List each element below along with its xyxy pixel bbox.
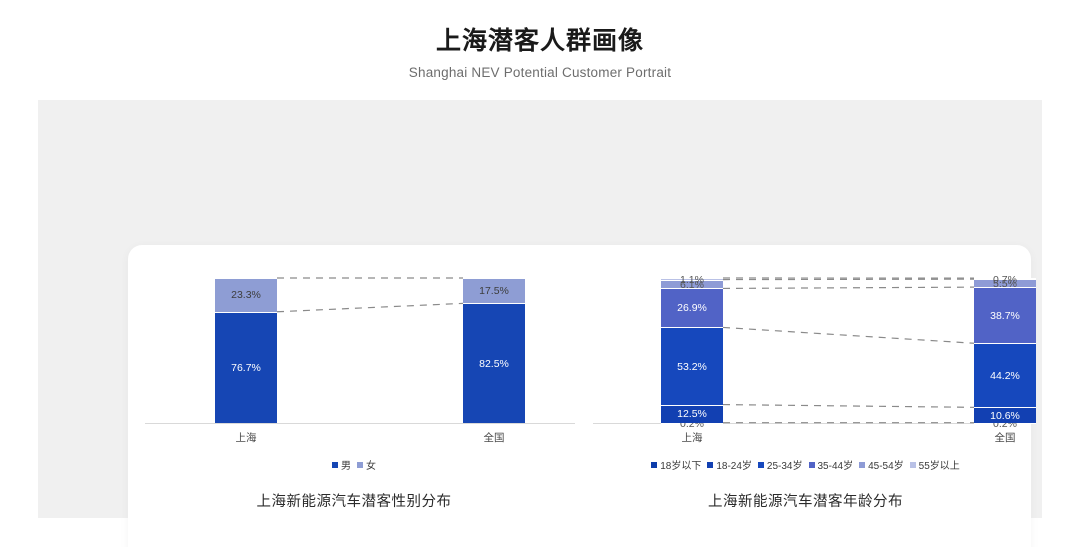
legend-swatch-icon bbox=[707, 462, 714, 468]
connector-lines bbox=[722, 277, 975, 424]
stacked-bar[interactable]: 0.2% 10.6% 44.2% 38.7% 5.5% 0.7% bbox=[974, 274, 1036, 430]
segment-value-label: 23.3% bbox=[231, 289, 261, 302]
legend-label: 25-34岁 bbox=[766, 461, 803, 472]
bar-segment[interactable]: 82.5% bbox=[463, 303, 525, 423]
legend-swatch-icon bbox=[909, 462, 916, 468]
legend-item[interactable]: 女 bbox=[357, 457, 376, 472]
legend-label: 35-44岁 bbox=[817, 461, 854, 472]
gender-plot-area: 76.7% 23.3% 上海 82.5% 17.5% 全国 bbox=[128, 245, 580, 445]
legend-swatch-icon bbox=[651, 462, 658, 468]
chart-gender-distribution: 76.7% 23.3% 上海 82.5% 17.5% 全国 男女 上海新能源汽车潜客性别分… bbox=[128, 245, 580, 547]
bar-segment[interactable]: 0.7% bbox=[974, 274, 1036, 286]
segment-value-label: 12.5% bbox=[677, 408, 707, 421]
outer-panel: 76.7% 23.3% 上海 82.5% 17.5% 全国 男女 上海新能源汽车潜客性别分… bbox=[38, 100, 1042, 547]
gender-legend: 男女 bbox=[128, 457, 580, 472]
category-label: 上海 bbox=[235, 432, 257, 444]
legend-item[interactable]: 55岁以上 bbox=[909, 457, 960, 472]
bar-segment[interactable]: 26.9% bbox=[661, 288, 723, 328]
legend-swatch-icon bbox=[357, 462, 363, 468]
chart-card: 76.7% 23.3% 上海 82.5% 17.5% 全国 男女 上海新能源汽车潜客性别分… bbox=[128, 245, 1036, 547]
category-label: 全国 bbox=[994, 432, 1016, 444]
segment-value-label: 17.5% bbox=[479, 285, 509, 298]
category-label: 全国 bbox=[483, 432, 505, 444]
segment-value-label: 44.2% bbox=[990, 369, 1020, 382]
bar-segment[interactable]: 44.2% bbox=[974, 343, 1036, 408]
chart-age-distribution: 0.2% 12.5% 53.2% 26.9% 6.1% 1.1% 上海 0.2% 10.6% 44… bbox=[580, 245, 1036, 547]
legend-label: 女 bbox=[366, 461, 376, 472]
segment-value-label: 82.5% bbox=[479, 357, 509, 370]
legend-item[interactable]: 45-54岁 bbox=[859, 457, 904, 472]
legend-item[interactable]: 男 bbox=[332, 457, 351, 472]
segment-value-label: 53.2% bbox=[677, 360, 707, 373]
segment-value-label: 38.7% bbox=[990, 309, 1020, 322]
stacked-bar[interactable]: 82.5% 17.5% bbox=[463, 278, 525, 423]
legend-label: 18岁以下 bbox=[660, 461, 702, 472]
bar-segment[interactable]: 5.5% bbox=[974, 278, 1036, 291]
legend-item[interactable]: 35-44岁 bbox=[808, 457, 854, 472]
bar-segment[interactable]: 76.7% bbox=[215, 311, 277, 423]
page-subtitle: Shanghai NEV Potential Customer Portrait bbox=[408, 65, 672, 80]
gender-caption: 上海新能源汽车潜客性别分布 bbox=[256, 494, 452, 510]
chart-axis-line bbox=[593, 423, 1023, 424]
segment-value-label: 6.1% bbox=[680, 279, 704, 292]
chart-axis-line bbox=[145, 423, 575, 424]
segment-value-label: 76.7% bbox=[231, 361, 261, 374]
age-caption: 上海新能源汽车潜客年龄分布 bbox=[708, 494, 903, 510]
age-legend: 18岁以下 18-24岁 25-34岁 35-44岁 45-54岁 55岁以上 bbox=[580, 457, 1031, 472]
legend-swatch-icon bbox=[808, 462, 815, 468]
bar-segment[interactable]: 10.6% bbox=[974, 407, 1036, 423]
age-plot-area: 0.2% 12.5% 53.2% 26.9% 6.1% 1.1% 上海 0.2% 10.6% 44… bbox=[580, 245, 1036, 445]
legend-label: 45-54岁 bbox=[868, 461, 904, 472]
bar-segment[interactable]: 17.5% bbox=[463, 278, 525, 304]
legend-label: 男 bbox=[341, 461, 351, 472]
bar-segment[interactable]: 53.2% bbox=[661, 327, 723, 405]
segment-value-label: 26.9% bbox=[677, 302, 707, 315]
bar-segment[interactable]: 38.7% bbox=[974, 287, 1036, 344]
legend-swatch-icon bbox=[859, 462, 866, 468]
stacked-bar[interactable]: 0.2% 12.5% 53.2% 26.9% 6.1% 1.1% bbox=[661, 274, 723, 430]
category-label: 上海 bbox=[681, 432, 703, 444]
page-title: 上海潜客人群画像 bbox=[435, 27, 644, 55]
segment-value-label: 1.1% bbox=[680, 273, 704, 286]
legend-item[interactable]: 18岁以下 bbox=[651, 457, 701, 472]
legend-swatch-icon bbox=[757, 462, 764, 468]
legend-label: 55岁以上 bbox=[918, 461, 960, 472]
page-heading: 上海潜客人群画像 Shanghai NEV Potential Customer… bbox=[0, 26, 1080, 81]
connector-lines bbox=[276, 277, 464, 313]
bar-segment[interactable]: 12.5% bbox=[661, 404, 723, 423]
segment-value-label: 10.6% bbox=[990, 409, 1020, 422]
legend-swatch-icon bbox=[332, 462, 338, 468]
stacked-bar[interactable]: 76.7% 23.3% bbox=[215, 278, 277, 423]
legend-label: 18-24岁 bbox=[716, 461, 752, 472]
segment-value-label: 5.5% bbox=[993, 278, 1017, 291]
bar-segment[interactable]: 6.1% bbox=[661, 279, 723, 292]
bar-segment[interactable]: 1.1% bbox=[661, 274, 723, 286]
legend-item[interactable]: 25-34岁 bbox=[757, 457, 803, 472]
bar-segment[interactable]: 23.3% bbox=[215, 278, 277, 312]
legend-item[interactable]: 18-24岁 bbox=[707, 457, 752, 472]
segment-value-label: 0.7% bbox=[993, 273, 1017, 286]
